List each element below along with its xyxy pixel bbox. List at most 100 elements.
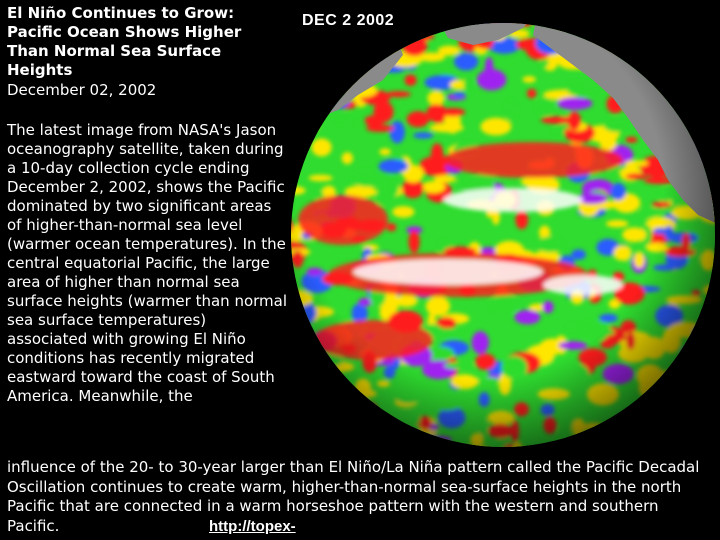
anomaly-blob xyxy=(291,56,315,76)
anomaly-blob xyxy=(709,102,715,116)
anomaly-blob xyxy=(396,433,426,442)
anomaly-blob xyxy=(706,374,715,392)
anomaly-blob xyxy=(291,93,316,101)
anomaly-blob xyxy=(653,436,666,447)
anomaly-blob xyxy=(312,35,326,47)
anomaly-blob xyxy=(623,31,652,40)
anomaly-blob xyxy=(308,102,321,118)
anomaly-blob xyxy=(709,297,715,316)
article-text-bottom: influence of the 20- to 30-year larger t… xyxy=(7,458,700,535)
anomaly-blob xyxy=(346,29,380,38)
anomaly-blob xyxy=(695,23,715,37)
anomaly-blob xyxy=(340,72,360,81)
anomaly-blob xyxy=(631,56,648,64)
anomaly-blob xyxy=(680,110,711,120)
sea-surface-height-globe-image xyxy=(283,10,720,460)
anomaly-blob xyxy=(291,141,293,163)
anomaly-blob xyxy=(342,397,354,414)
anomaly-blob xyxy=(706,10,717,21)
anomaly-blob xyxy=(617,413,628,434)
anomaly-blob xyxy=(325,53,358,74)
anomaly-blob xyxy=(678,77,692,94)
anomaly-blob xyxy=(291,342,300,351)
anomaly-blob xyxy=(295,349,312,356)
anomaly-blob xyxy=(626,422,642,445)
anomaly-blob xyxy=(341,410,354,430)
anomaly-blob xyxy=(669,53,698,72)
south-america-land xyxy=(701,300,715,430)
anomaly-blob xyxy=(319,57,341,75)
source-link[interactable]: http://topex- xyxy=(209,517,296,535)
anomaly-blob xyxy=(565,10,574,18)
anomaly-blob xyxy=(697,336,715,356)
anomaly-blob xyxy=(307,360,321,383)
anomaly-blob xyxy=(687,110,715,134)
anomaly-blob xyxy=(315,442,344,447)
anomaly-blob xyxy=(291,164,299,179)
anomaly-blob xyxy=(700,80,715,100)
anomaly-blob xyxy=(338,76,350,91)
anomaly-blob xyxy=(701,322,715,335)
anomaly-blob xyxy=(614,23,645,24)
anomaly-blob xyxy=(487,23,501,25)
anomaly-blob xyxy=(686,46,704,54)
anomaly-blob xyxy=(652,423,667,444)
anomaly-blob xyxy=(291,414,320,424)
anomaly-blob xyxy=(686,73,703,83)
globe-svg xyxy=(291,10,720,447)
anomaly-blob xyxy=(645,40,653,53)
anomaly-blob xyxy=(661,74,670,96)
anomaly-blob xyxy=(533,23,558,27)
anomaly-blob xyxy=(319,60,329,80)
anomaly-blob xyxy=(296,117,319,134)
anomaly-blob xyxy=(292,349,315,361)
anomaly-blob xyxy=(617,433,650,447)
anomaly-blob xyxy=(291,107,314,114)
anomaly-blob xyxy=(690,417,715,437)
anomaly-blob xyxy=(342,407,365,422)
anomaly-blob xyxy=(585,12,600,20)
anomaly-blob xyxy=(341,46,366,59)
page-title: El Niño Continues to Grow: Pacific Ocean… xyxy=(7,4,242,79)
anomaly-blob xyxy=(708,119,715,140)
anomaly-blob xyxy=(353,428,376,443)
anomaly-blob xyxy=(678,369,709,381)
anomaly-blob xyxy=(456,446,492,447)
anomaly-blob xyxy=(299,335,320,352)
anomaly-blob xyxy=(671,436,700,447)
article-text-column: The latest image from NASA's Jason ocean… xyxy=(7,121,288,405)
anomaly-blob xyxy=(693,326,714,338)
anomaly-blob xyxy=(416,23,438,28)
anomaly-blob xyxy=(401,432,426,442)
article-text-continuation: influence of the 20- to 30-year larger t… xyxy=(7,458,715,536)
anomaly-blob xyxy=(692,46,715,69)
anomaly-blob xyxy=(681,345,701,362)
anomaly-blob xyxy=(688,364,715,375)
anomaly-blob xyxy=(418,23,454,28)
anomaly-blob xyxy=(291,74,302,97)
anomaly-blob xyxy=(609,438,635,447)
anomaly-blob xyxy=(391,437,412,447)
anomaly-blob xyxy=(640,23,659,31)
anomaly-blob xyxy=(316,431,332,442)
anomaly-blob xyxy=(715,11,720,21)
anomaly-blob xyxy=(397,10,418,20)
anomaly-blob xyxy=(291,344,304,358)
anomaly-blob xyxy=(686,367,707,376)
anomaly-blob xyxy=(353,401,378,414)
anomaly-blob xyxy=(580,436,606,447)
anomaly-blob xyxy=(669,66,691,78)
anomaly-blob xyxy=(639,400,670,420)
anomaly-blob xyxy=(316,58,344,80)
anomaly-blob xyxy=(291,61,299,76)
anomaly-blob xyxy=(326,92,344,99)
anomaly-blob xyxy=(291,123,307,142)
anomaly-blob xyxy=(306,59,336,71)
globe-date-label: DEC 2 2002 xyxy=(302,12,395,29)
anomaly-blob xyxy=(311,62,331,85)
anomaly-blob xyxy=(291,369,301,384)
anomaly-blob xyxy=(324,66,353,83)
anomaly-blob xyxy=(471,10,493,18)
anomaly-blob xyxy=(654,82,688,92)
anomaly-blob xyxy=(560,23,589,34)
